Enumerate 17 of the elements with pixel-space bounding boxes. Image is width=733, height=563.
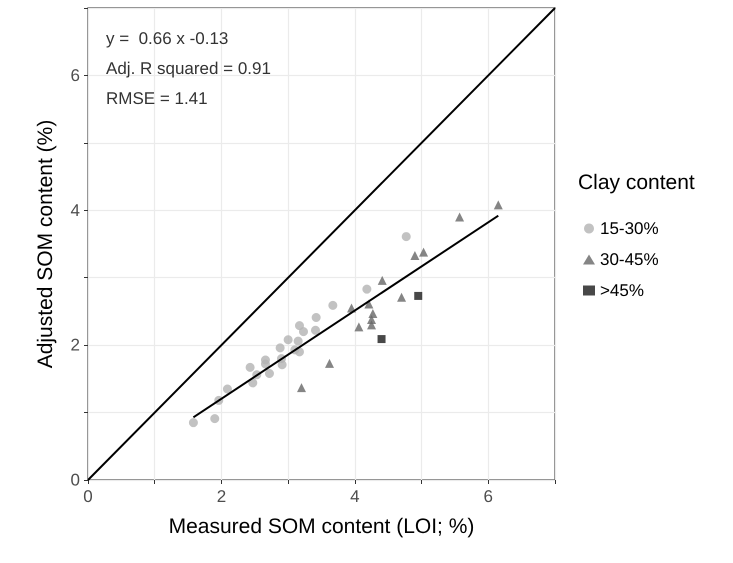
y-tick-label: 2 [70,336,80,355]
legend-title: Clay content [578,171,695,194]
legend-label: 15-30% [600,219,659,238]
y-tick-label: 6 [70,66,80,85]
x-tick-label: 2 [216,487,226,506]
y-tick-label: 0 [70,470,80,490]
y-axis-title: Adjusted SOM content (%) [34,120,57,368]
x-axis-title: Measured SOM content (LOI; %) [168,515,474,538]
x-tick-label: 6 [484,487,494,506]
annotation: RMSE = 1.41 [106,89,208,108]
annotation: Adj. R squared = 0.91 [106,59,271,78]
annotation: y = 0.66 x -0.13 [106,29,228,48]
x-tick-label: 4 [350,487,360,506]
legend-label: 30-45% [600,250,659,269]
x-tick-label: 0 [83,487,93,506]
y-tick-label: 4 [70,200,80,220]
legend-label: >45% [600,281,644,300]
